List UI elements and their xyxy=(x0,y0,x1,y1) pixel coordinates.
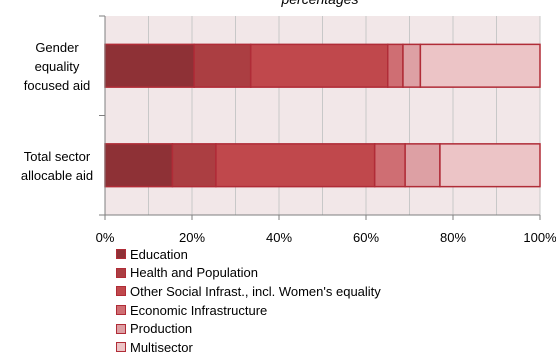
chart-title: percentages xyxy=(280,0,358,7)
legend-swatch xyxy=(116,342,126,353)
legend-item: Multisector xyxy=(116,338,381,357)
x-tick-label: 80% xyxy=(440,230,466,245)
x-tick-labels: 0% 20% 40% 60% 80% 100% xyxy=(96,230,556,245)
bar-segment xyxy=(215,143,376,188)
category-labels: Gender equality focused aid Total sector all… xyxy=(21,40,93,183)
legend-label: Education xyxy=(130,246,188,262)
category-label: Gender xyxy=(35,40,79,55)
category-label: allocable aid xyxy=(21,168,93,183)
x-tick-label: 40% xyxy=(266,230,292,245)
legend: Education Health and Population Other Soci… xyxy=(116,245,381,357)
bar-segment xyxy=(402,43,422,88)
bar-segment xyxy=(249,43,389,88)
x-tick-label: 20% xyxy=(179,230,205,245)
x-tick-label: 100% xyxy=(523,230,556,245)
legend-label: Health and Population xyxy=(130,265,258,281)
legend-item: Production xyxy=(116,319,381,338)
bar-segment xyxy=(439,143,541,188)
x-tick-label: 0% xyxy=(96,230,115,245)
category-label: Total sector xyxy=(24,149,91,164)
legend-label: Production xyxy=(130,321,193,337)
bar-segment xyxy=(419,43,541,88)
bar-segment xyxy=(373,143,406,188)
bar-segment xyxy=(104,43,195,88)
legend-swatch xyxy=(116,267,126,278)
legend-item: Other Social Infrast., incl. Women's equ… xyxy=(116,282,381,301)
legend-item: Education xyxy=(116,245,381,264)
bar-segment xyxy=(193,43,252,88)
category-label: focused aid xyxy=(24,78,91,93)
x-tick-label: 60% xyxy=(353,230,379,245)
bar-segment xyxy=(104,143,174,188)
legend-label: Economic Infrastructure xyxy=(130,302,268,318)
category-label: equality xyxy=(35,59,80,74)
legend-swatch xyxy=(116,249,126,260)
legend-swatch xyxy=(116,286,126,297)
legend-label: Other Social Infrast., incl. Women's equ… xyxy=(130,283,381,299)
legend-item: Health and Population xyxy=(116,264,381,283)
legend-swatch xyxy=(116,323,126,334)
legend-label: Multisector xyxy=(130,339,193,355)
legend-item: Economic Infrastructure xyxy=(116,301,381,320)
bar-segment xyxy=(387,43,404,88)
bar-segment xyxy=(404,143,441,188)
legend-swatch xyxy=(116,305,126,316)
bars xyxy=(104,43,541,188)
axes xyxy=(99,15,541,220)
bar-segment xyxy=(171,143,217,188)
